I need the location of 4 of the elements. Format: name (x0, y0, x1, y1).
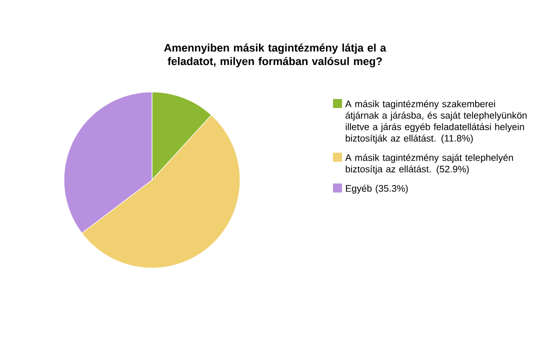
legend-label: Egyéb (35.3%) (346, 184, 408, 194)
chart-title: Amennyiben másik tagintézmény látja el a feladatot, milyen formában valósul meg? (164, 44, 386, 68)
legend-label: A másik tagintézmény szakemberei átjárnak a járásba, és saját telephelyünkön illetve a járás egyéb feladatellátási helyein biztosítják az ellátást. (11.8%) (345, 100, 527, 144)
legend-label: A másik tagintézmény saját telephelyén biztosítja az ellátást. (52.9%) (345, 154, 513, 174)
